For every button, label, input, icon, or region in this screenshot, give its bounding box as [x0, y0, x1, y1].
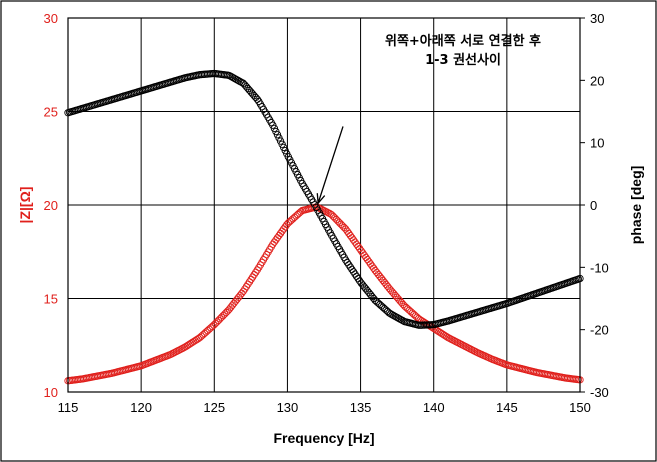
left-axis-title: |Z|[Ω]: [17, 187, 33, 224]
right-tick-label: 10: [590, 136, 604, 151]
right-axis-ticks: -30 -20 -10 0 10 20 30: [580, 11, 609, 400]
impedance-series: [64, 203, 584, 385]
x-tick-label: 115: [58, 400, 79, 415]
x-tick-label: 150: [569, 400, 591, 415]
left-tick-label: 25: [44, 105, 58, 120]
left-axis-ticks: 10 15 20 25 30: [44, 11, 58, 400]
right-tick-label: 30: [590, 11, 604, 26]
x-tick-label: 145: [496, 400, 518, 415]
annotation-line-1: 위쪽+아래쪽 서로 연결한 후: [385, 33, 541, 49]
x-tick-label: 130: [277, 400, 299, 415]
left-tick-label: 15: [44, 292, 58, 307]
x-axis-title: Frequency [Hz]: [273, 430, 374, 446]
left-tick-label: 20: [44, 198, 58, 213]
arrow-shaft: [317, 126, 344, 204]
right-tick-label: 20: [590, 73, 604, 88]
right-tick-label: -10: [590, 260, 609, 275]
annotation-line-2: 1-3 권선사이: [425, 52, 501, 68]
left-tick-label: 10: [44, 385, 58, 400]
phase-series: [64, 69, 584, 329]
left-tick-label: 30: [44, 11, 58, 26]
x-tick-label: 135: [350, 400, 372, 415]
right-tick-label: 0: [590, 198, 597, 213]
right-tick-label: -20: [590, 323, 609, 338]
x-tick-label: 140: [423, 400, 445, 415]
x-tick-label: 125: [203, 400, 225, 415]
arrow-head: [316, 193, 326, 205]
series-layer: [64, 69, 584, 385]
right-axis-title: phase [deg]: [628, 166, 644, 245]
right-tick-label: -30: [590, 385, 609, 400]
x-tick-label: 120: [130, 400, 152, 415]
resonance-arrow: [316, 126, 344, 205]
x-axis-ticks: 115 120 125 130 135 140 145 150: [58, 400, 591, 415]
